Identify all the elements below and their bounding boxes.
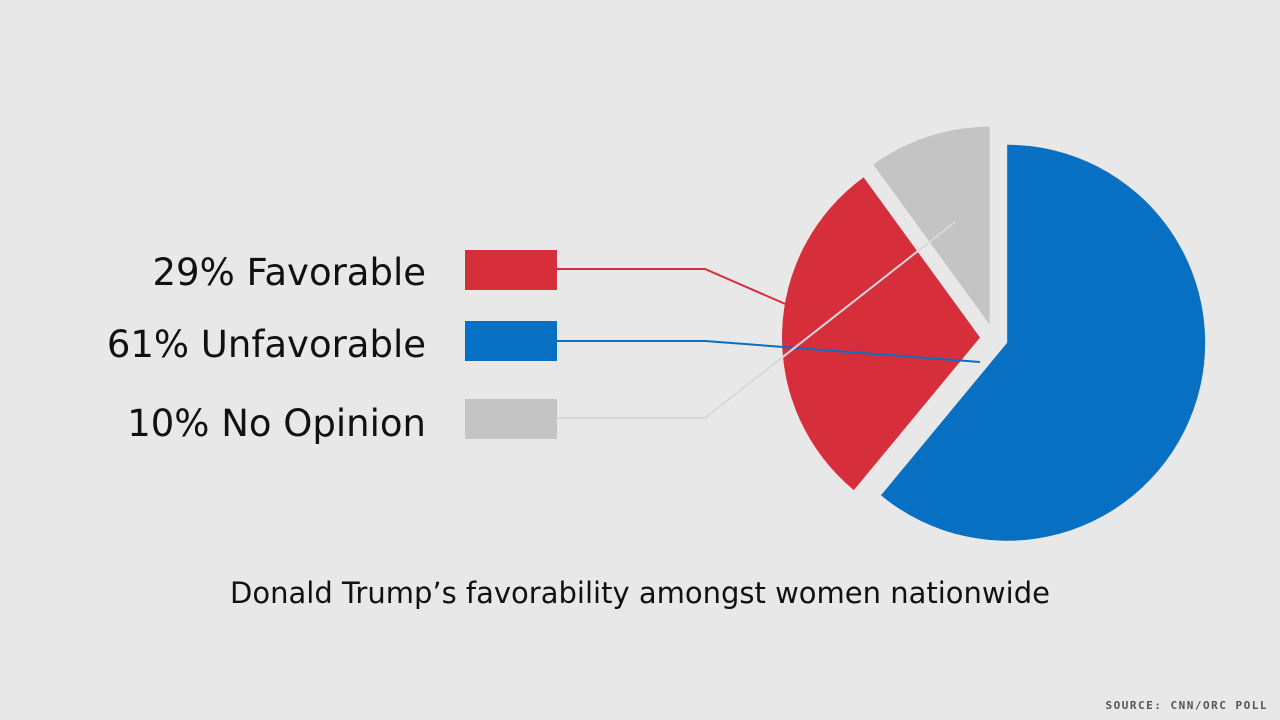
leader-lines [557,268,791,307]
legend-swatch-unfavorable [465,321,557,361]
pie-slice-unfavorable [880,144,1206,541]
leader-line-no-opinion [557,221,956,419]
source-note: SOURCE: CNN/ORC POLL [1105,699,1268,712]
legend-label-favorable: 29% Favorable [152,251,426,294]
legend-swatch-no-opinion [465,399,557,439]
legend-label-unfavorable: 61% Unfavorable [106,323,426,366]
leader-line-favorable [557,268,791,307]
leader-line-unfavorable [557,340,981,363]
leader-lines-overlay [557,221,981,419]
chart-title: Donald Trump’s favorability amongst wome… [230,576,1050,610]
pie-slice-favorable [782,177,981,491]
pie-slice-no-opinion [873,126,990,325]
legend-swatch-favorable [465,250,557,290]
legend-label-no-opinion: 10% No Opinion [127,402,426,445]
pie-slices [782,126,1206,541]
